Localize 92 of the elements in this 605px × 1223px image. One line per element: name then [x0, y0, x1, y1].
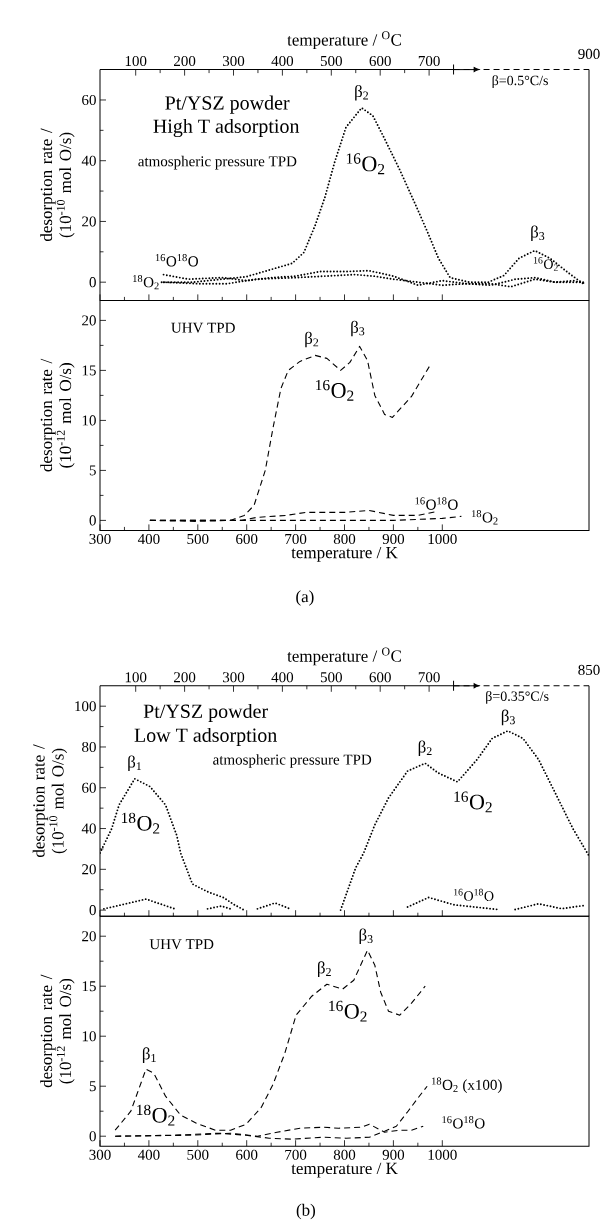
y-tick-label: 20	[82, 864, 96, 875]
x-tick-label: 900	[382, 1149, 405, 1160]
y-tick-label: 15	[82, 981, 96, 992]
x2-tick-label: 200	[174, 55, 196, 67]
y-tick-label: 80	[82, 741, 96, 753]
text: 900	[578, 48, 600, 59]
x2-tick-label: 100	[125, 55, 147, 67]
x2-tick-label: 600	[369, 55, 391, 67]
annotation: High T adsorption	[153, 118, 300, 138]
y-tick-label: 0	[89, 515, 96, 526]
annotation: $^{16}$O$_{2}$	[316, 379, 354, 401]
text: 850	[578, 664, 600, 675]
x2-tick-label: 300	[222, 672, 245, 683]
y-tick-label: 10	[82, 1031, 96, 1042]
annotation: Low T adsorption	[134, 727, 277, 747]
x2-tick-label: 500	[320, 672, 342, 683]
annotation: $^{18}$O$_{2}$	[471, 510, 498, 525]
annotation: β$_{1}$	[128, 755, 142, 772]
annotation: $^{16}$O$_{2}$	[346, 153, 385, 175]
annotation: β$_{3}$	[351, 320, 365, 337]
annotation: $^{18}$O$_{2}$	[133, 274, 159, 290]
annotation: $^{16}$O$^{18}$O	[454, 888, 494, 901]
x2-tick-label: 200	[174, 672, 196, 683]
x-tick-label: 600	[236, 1149, 258, 1160]
x-axis-title: temperature / K	[291, 1162, 398, 1178]
x2-tick-label: 100	[125, 672, 147, 683]
y-tick-label: 60	[82, 94, 96, 106]
annotation: $^{18}$O$_{2}$	[137, 1104, 175, 1126]
x-tick-label: 300	[89, 533, 111, 545]
annotation: $^{16}$O$^{18}$O	[442, 1116, 485, 1129]
annotation: atmospheric pressure TPD	[213, 754, 372, 768]
annotation: UHV TPD	[171, 322, 235, 333]
annotation: $^{18}$O$_{2}$	[121, 812, 160, 834]
x2-tick-label: 300	[222, 55, 245, 67]
y-tick-label: 5	[89, 465, 96, 476]
annotation: β$_{3}$	[531, 225, 545, 242]
x-tick-label: 300	[89, 1149, 111, 1160]
x2-tick-label: 400	[271, 55, 294, 67]
y-tick-label: 20	[82, 315, 96, 326]
annotation: β$_{2}$	[305, 331, 319, 348]
x-tick-label: 800	[333, 1149, 356, 1160]
x2-tick-label: 600	[369, 672, 391, 683]
x-tick-label: 1000	[428, 1149, 457, 1160]
text: (b)	[296, 1203, 316, 1220]
x-tick-label: 400	[137, 533, 160, 545]
annotation: $^{16}$O$^{18}$O	[155, 254, 198, 267]
x2-tick-label: 700	[418, 672, 440, 683]
annotation: β$_{3}$	[501, 709, 515, 726]
annotation: Pt/YSZ powder	[143, 703, 268, 723]
y-tick-label: 100	[75, 701, 96, 712]
y-tick-label: 0	[89, 1131, 96, 1142]
annotation: $^{16}$O$^{18}$O	[415, 497, 458, 510]
x-tick-label: 800	[333, 533, 356, 545]
y-tick-label: 60	[82, 782, 96, 793]
annotation: β$_{3}$	[359, 928, 373, 945]
y-tick-label: 10	[82, 415, 96, 426]
y-tick-label: 40	[81, 823, 96, 834]
x2-axis-title: temperature / $^{O}$C	[287, 31, 401, 50]
text: (a)	[296, 590, 314, 606]
annotation: $^{16}$O$_{2}$	[533, 256, 558, 271]
x-tick-label: 900	[382, 533, 405, 545]
x-tick-label: 700	[285, 1149, 307, 1160]
annotation: Pt/YSZ powder	[165, 95, 290, 114]
annotation: $^{16}$O$_{2}$	[329, 1000, 367, 1022]
y-tick-label: 20	[82, 931, 96, 942]
y-tick-label: 15	[82, 365, 96, 376]
x2-tick-label: 400	[271, 672, 294, 683]
annotation: β=0.35°C/s	[486, 690, 549, 704]
x-tick-label: 600	[236, 533, 258, 545]
x-tick-label: 700	[285, 533, 307, 545]
x-tick-label: 500	[187, 533, 209, 545]
annotation: β$_{1}$	[142, 1047, 156, 1063]
x-tick-label: 1000	[428, 533, 457, 545]
annotation: β$_{2}$	[355, 84, 369, 101]
y-tick-label: 5	[89, 1081, 96, 1092]
y-tick-label: 0	[89, 905, 96, 916]
annotation: $^{16}$O$_{2}$	[454, 791, 492, 813]
annotation: UHV TPD	[149, 939, 214, 950]
y-tick-label: 40	[81, 155, 96, 166]
x-tick-label: 400	[137, 1149, 160, 1160]
x2-tick-label: 700	[418, 55, 440, 67]
annotation: β=0.5°C/s	[492, 75, 548, 89]
x-axis-title: temperature / K	[291, 546, 398, 562]
annotation: atmospheric pressure TPD	[138, 155, 297, 170]
x2-tick-label: 500	[320, 55, 342, 67]
y-tick-label: 0	[89, 277, 96, 288]
x2-axis-title: temperature / $^{O}$C	[287, 647, 401, 666]
annotation: β$_{2}$	[418, 740, 432, 757]
annotation: $^{18}$O$_{2}$ (x100)	[432, 1077, 502, 1093]
annotation: β$_{2}$	[318, 961, 331, 977]
y-tick-label: 20	[82, 216, 96, 227]
x-tick-label: 500	[187, 1149, 209, 1160]
